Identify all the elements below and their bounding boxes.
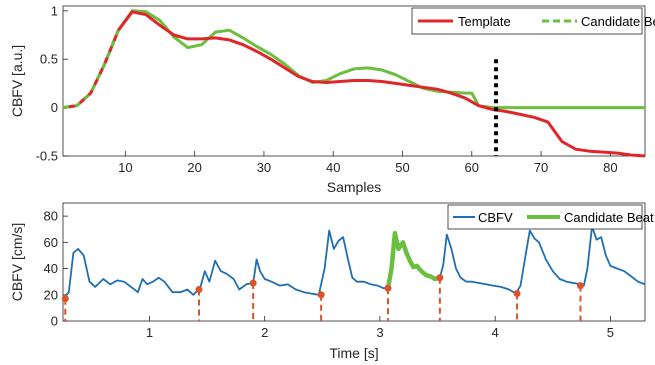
top-chart-panel: 10 20 30 40 50 60 70 80 -0.5 0 0.5 1 Samples CBFV [… <box>9 3 655 195</box>
beat-onset-point <box>249 279 257 287</box>
bottom-x-tick-label: 3 <box>376 325 383 340</box>
top-y-tick-label: 0 <box>51 100 58 115</box>
top-legend: Template Candidate Beat <box>411 7 655 35</box>
bottom-y-tick-label: 40 <box>44 261 58 276</box>
top-x-axis-label: Samples <box>327 179 381 195</box>
bottom-y-tick-label: 80 <box>44 209 58 224</box>
legend-candidate-beat-label: Candidate Beat <box>564 210 654 225</box>
cbfv-line <box>62 225 646 300</box>
top-series-lines <box>62 9 646 158</box>
bottom-legend: CBFV Candidate Beat <box>447 204 654 230</box>
legend-template-label: Template <box>458 14 511 29</box>
top-x-tick-label: 60 <box>465 160 479 175</box>
beat-onset-point <box>195 286 203 294</box>
bottom-series-lines <box>61 225 646 321</box>
top-x-tick-label: 20 <box>187 160 201 175</box>
top-y-axis-label: CBFV [a.u.] <box>9 45 25 117</box>
top-plot-frame <box>62 5 646 157</box>
bottom-x-tick-label: 2 <box>261 325 268 340</box>
top-tick-labels: 10 20 30 40 50 60 70 80 -0.5 0 0.5 1 <box>36 3 618 175</box>
top-y-tick-label: 1 <box>51 3 58 18</box>
legend-candidate-label: Candidate Beat <box>581 14 655 29</box>
bottom-x-tick-label: 1 <box>146 325 153 340</box>
beat-onset-point <box>436 274 444 282</box>
top-y-tick-label: -0.5 <box>36 149 58 164</box>
beat-onset-point <box>384 284 392 292</box>
top-x-tick-label: 50 <box>395 160 409 175</box>
bottom-y-axis-label: CBFV [cm/s] <box>9 223 25 302</box>
bottom-y-tick-label: 20 <box>44 287 58 302</box>
bottom-chart-panel: 1 2 3 4 5 0 20 40 60 80 Time [s] CBFV [cm/s] CBFV… <box>9 202 654 361</box>
top-x-tick-label: 70 <box>534 160 548 175</box>
top-x-tick-label: 30 <box>257 160 271 175</box>
bottom-y-tick-label: 0 <box>51 314 58 329</box>
bottom-tick-labels: 1 2 3 4 5 0 20 40 60 80 <box>44 209 615 340</box>
bottom-y-tick-label: 60 <box>44 235 58 250</box>
beat-onset-point <box>513 289 521 297</box>
legend-cbfv-label: CBFV <box>478 210 513 225</box>
bottom-plot-frame <box>62 202 646 322</box>
top-x-tick-label: 80 <box>603 160 617 175</box>
beat-onset-point <box>61 295 69 303</box>
template-line <box>62 10 646 158</box>
bottom-x-axis-label: Time [s] <box>329 345 378 361</box>
beat-onset-point <box>317 291 325 299</box>
candidate-beat-highlight <box>385 230 441 289</box>
beat-onset-point <box>576 282 584 290</box>
top-x-tick-label: 40 <box>326 160 340 175</box>
top-y-tick-label: 0.5 <box>40 52 58 67</box>
candidate-beat-dashed-start <box>62 29 120 110</box>
top-x-tick-label: 10 <box>118 160 132 175</box>
bottom-x-tick-label: 4 <box>492 325 499 340</box>
bottom-x-tick-label: 5 <box>607 325 614 340</box>
